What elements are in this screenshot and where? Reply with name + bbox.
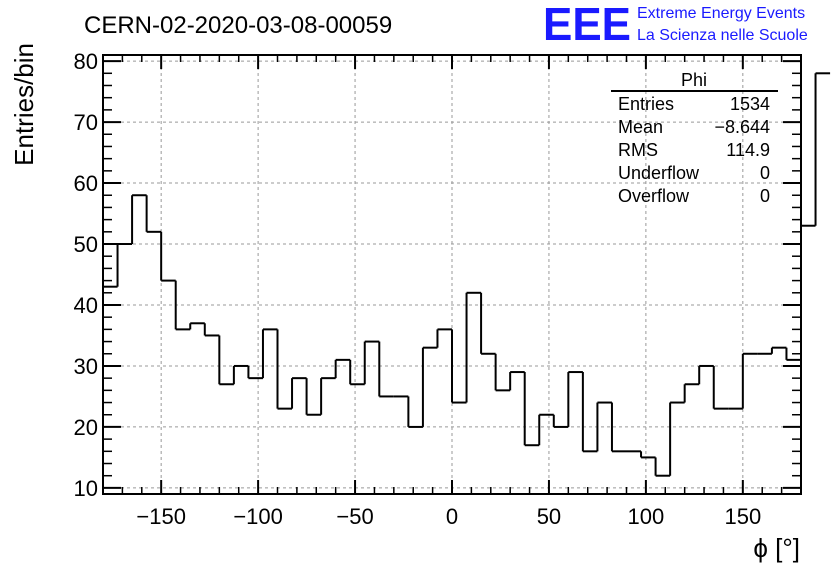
x-tick-label: −150 bbox=[136, 504, 186, 529]
y-tick-label: 30 bbox=[74, 354, 98, 379]
logo-line-1: Extreme Energy Events bbox=[637, 5, 805, 22]
y-tick-label: 50 bbox=[74, 232, 98, 257]
stats-label: RMS bbox=[618, 140, 658, 160]
x-axis-title: ϕ [°] bbox=[753, 533, 800, 563]
axis-ticks bbox=[102, 55, 802, 494]
stats-title: Phi bbox=[681, 70, 707, 90]
stats-label: Mean bbox=[618, 117, 663, 137]
x-tick-label: 0 bbox=[446, 504, 458, 529]
stats-rows: Entries 1534 Mean −8.644 RMS 114.9 Underflow 0 O… bbox=[618, 94, 770, 206]
grid-lines bbox=[103, 55, 801, 494]
eee-logo: EEE Extreme Energy Events La Scienza nel… bbox=[543, 0, 808, 50]
y-tick-label: 10 bbox=[74, 476, 98, 501]
stats-value: −8.644 bbox=[714, 117, 770, 137]
stats-value: 1534 bbox=[730, 94, 770, 114]
x-tick-label: 150 bbox=[724, 504, 761, 529]
y-tick-label: 80 bbox=[74, 49, 98, 74]
stats-value: 0 bbox=[760, 186, 770, 206]
logo-line-2: La Scienza nelle Scuole bbox=[637, 27, 808, 44]
stats-box: Phi Entries 1534 Mean −8.644 RMS 114.9 Underfl… bbox=[611, 70, 778, 206]
x-tick-label: −50 bbox=[336, 504, 373, 529]
chart-title: CERN-02-2020-03-08-00059 bbox=[84, 12, 392, 39]
stats-value: 114.9 bbox=[726, 140, 770, 160]
stats-value: 0 bbox=[760, 163, 770, 183]
stats-label: Overflow bbox=[618, 186, 690, 206]
x-tick-label: 100 bbox=[628, 504, 665, 529]
y-axis-title: Entries/bin bbox=[9, 43, 39, 166]
logo-mark: EEE bbox=[543, 0, 631, 50]
y-tick-label: 70 bbox=[74, 110, 98, 135]
stats-label: Underflow bbox=[618, 163, 700, 183]
y-tick-label: 20 bbox=[74, 415, 98, 440]
x-tick-label: −100 bbox=[233, 504, 283, 529]
y-tick-label: 60 bbox=[74, 171, 98, 196]
y-tick-label: 40 bbox=[74, 293, 98, 318]
tick-labels: −150 −100 −50 0 50 100 150 10 20 30 40 50 60 70 80 bbox=[74, 49, 762, 529]
stats-label: Entries bbox=[618, 94, 674, 114]
x-tick-label: 50 bbox=[537, 504, 561, 529]
